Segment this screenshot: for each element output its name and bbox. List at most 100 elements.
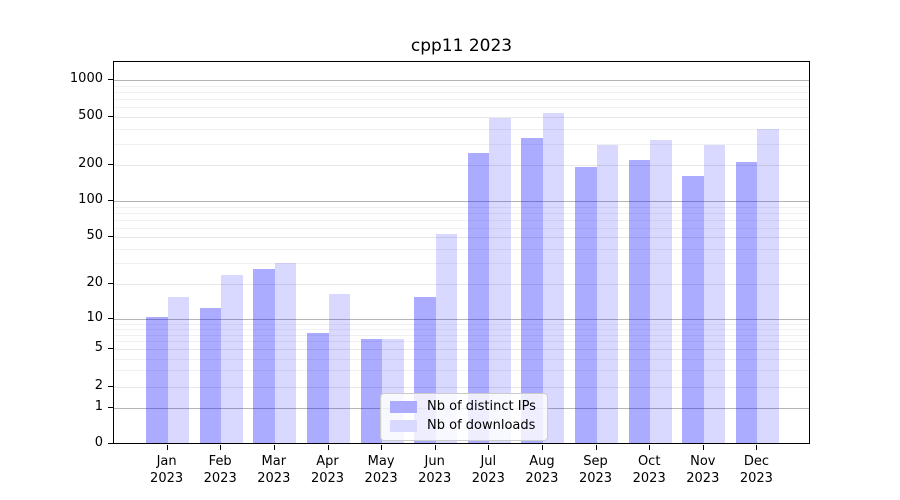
- y-tick-mark-10: [108, 318, 113, 320]
- x-tick-mark-feb: [220, 445, 222, 450]
- gridline-500: [114, 117, 809, 118]
- bar-distinct-ips-nov: [682, 176, 704, 443]
- bar-downloads-dec: [757, 129, 779, 443]
- bar-distinct-ips-dec: [735, 161, 758, 443]
- x-tick-label-dec: Dec 2023: [739, 454, 773, 486]
- gridline-40: [114, 248, 809, 250]
- x-tick-label-sep: Sep 2023: [578, 454, 613, 486]
- y-tick-label-1000: 1000: [69, 71, 103, 87]
- gridline-6: [114, 341, 809, 343]
- gridline-7: [114, 334, 809, 336]
- x-tick-mark-nov: [702, 445, 704, 450]
- legend-row-distinct-ips: Nb of distinct IPs: [390, 399, 538, 415]
- bar-downloads-jun: [435, 234, 458, 443]
- x-tick-mark-mar: [273, 445, 275, 450]
- legend: Nb of distinct IPs Nb of downloads: [380, 393, 548, 441]
- gridline-1000: [114, 80, 809, 82]
- gridline-900: [114, 85, 809, 87]
- bar-downloads-oct: [650, 140, 672, 443]
- x-tick-mark-dec: [756, 445, 758, 450]
- gridline-80: [114, 212, 809, 214]
- x-tick-label-nov: Nov 2023: [686, 454, 720, 486]
- gridline-20: [114, 284, 809, 286]
- bar-downloads-nov: [703, 145, 726, 443]
- y-tick-label-20: 20: [86, 275, 103, 291]
- legend-label-distinct-ips: Nb of distinct IPs: [427, 399, 536, 414]
- gridline-800: [114, 92, 809, 94]
- x-tick-label-apr: Apr 2023: [310, 454, 345, 486]
- y-tick-mark-1000: [108, 79, 113, 81]
- x-tick-mark-sep: [595, 445, 597, 450]
- bar-distinct-ips-jul: [467, 153, 490, 443]
- chart-title: cpp11 2023: [410, 36, 513, 56]
- gridline-30: [114, 263, 809, 265]
- y-tick-mark-0: [108, 443, 113, 444]
- bar-downloads-mar: [274, 263, 297, 443]
- gridline-90: [114, 206, 809, 208]
- gridline-200: [114, 165, 809, 166]
- bar-distinct-ips-apr: [307, 332, 329, 443]
- x-tick-label-feb: Feb 2023: [203, 454, 237, 486]
- y-tick-label-10: 10: [86, 310, 103, 326]
- gridline-600: [114, 107, 809, 109]
- gridline-700: [114, 99, 809, 101]
- bar-downloads-jan: [167, 296, 190, 443]
- bar-downloads-jul: [489, 117, 511, 443]
- x-tick-mark-jan: [166, 445, 168, 450]
- y-tick-mark-50: [108, 236, 113, 237]
- x-tick-mark-aug: [541, 445, 543, 450]
- y-tick-label-0: 0: [94, 435, 103, 450]
- y-tick-mark-1: [108, 407, 113, 408]
- x-tick-label-mar: Mar 2023: [257, 454, 291, 486]
- legend-label-downloads: Nb of downloads: [427, 418, 536, 433]
- y-tick-label-100: 100: [78, 192, 103, 207]
- gridline-4: [114, 358, 809, 360]
- y-tick-mark-2: [108, 386, 113, 387]
- x-tick-label-may: May 2023: [364, 454, 398, 486]
- y-tick-mark-100: [108, 200, 113, 201]
- bar-distinct-ips-mar: [253, 268, 275, 443]
- gridline-60: [114, 227, 809, 229]
- gridline-70: [114, 219, 809, 221]
- gridline-3: [114, 370, 809, 372]
- legend-swatch-downloads: [390, 420, 417, 432]
- x-tick-mark-may: [381, 445, 383, 450]
- bar-downloads-sep: [596, 145, 618, 443]
- x-tick-label-jul: Jul 2023: [471, 454, 505, 486]
- gridline-400: [114, 128, 809, 130]
- y-tick-label-1: 1: [94, 399, 103, 414]
- y-tick-mark-200: [108, 164, 113, 165]
- gridline-100: [114, 201, 809, 202]
- y-tick-label-50: 50: [86, 228, 103, 243]
- y-tick-mark-500: [108, 116, 113, 117]
- gridline-2: [114, 387, 809, 388]
- y-tick-label-200: 200: [78, 156, 103, 171]
- legend-row-downloads: Nb of downloads: [390, 418, 538, 434]
- x-tick-mark-apr: [327, 445, 329, 450]
- x-tick-label-jan: Jan 2023: [150, 454, 184, 486]
- bar-downloads-aug: [542, 113, 565, 443]
- gridline-300: [114, 143, 809, 145]
- legend-swatch-distinct-ips: [390, 401, 417, 413]
- y-tick-label-500: 500: [78, 108, 103, 123]
- x-tick-label-jun: Jun 2023: [418, 454, 452, 486]
- x-tick-mark-jun: [434, 445, 436, 450]
- y-tick-mark-20: [108, 283, 113, 285]
- gridline-8: [114, 329, 809, 330]
- gridline-50: [114, 237, 809, 238]
- bar-downloads-feb: [221, 275, 243, 443]
- y-tick-label-5: 5: [94, 340, 103, 356]
- x-tick-label-aug: Aug 2023: [525, 454, 559, 486]
- x-tick-mark-jul: [488, 445, 490, 450]
- bar-distinct-ips-sep: [575, 167, 597, 443]
- gridline-10: [114, 319, 809, 321]
- y-tick-label-2: 2: [94, 378, 103, 393]
- bar-distinct-ips-aug: [521, 138, 543, 443]
- bar-distinct-ips-may: [360, 339, 383, 443]
- gridline-9: [114, 323, 809, 325]
- bar-distinct-ips-jan: [146, 317, 168, 443]
- bar-distinct-ips-oct: [628, 159, 651, 443]
- x-tick-label-oct: Oct 2023: [632, 454, 666, 486]
- bar-distinct-ips-feb: [199, 308, 222, 443]
